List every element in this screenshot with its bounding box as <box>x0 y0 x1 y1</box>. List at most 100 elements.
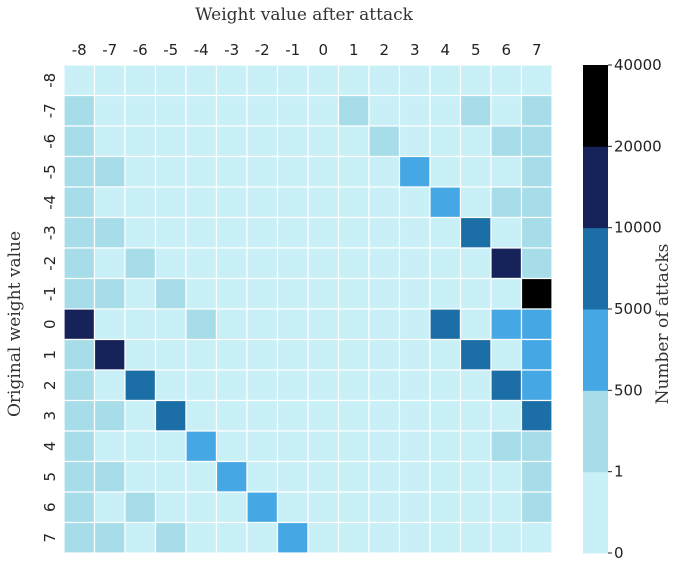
heatmap-cell <box>307 308 340 341</box>
heatmap-cell <box>337 369 370 402</box>
heatmap-cell <box>307 216 340 249</box>
heatmap-cell <box>124 338 157 371</box>
heatmap-cell <box>490 64 523 97</box>
heatmap-cell <box>246 186 279 219</box>
heatmap-cell <box>124 94 157 127</box>
heatmap-cell <box>337 155 370 188</box>
heatmap-cell <box>490 216 523 249</box>
heatmap-cell <box>398 247 431 280</box>
heatmap-cell <box>246 94 279 127</box>
heatmap-cell <box>246 338 279 371</box>
heatmap-cell <box>276 460 309 493</box>
heatmap-cell <box>490 125 523 158</box>
y-tick-label: -7 <box>41 103 59 118</box>
colorbar-band <box>583 309 608 391</box>
heatmap-cell <box>490 308 523 341</box>
heatmap-cell <box>63 155 96 188</box>
heatmap-cell <box>246 216 279 249</box>
heatmap-cell <box>215 521 248 554</box>
heatmap-cell <box>337 430 370 463</box>
heatmap-cell <box>429 338 462 371</box>
heatmap-cell <box>93 308 126 341</box>
heatmap-cell <box>63 399 96 432</box>
x-tick-label: 6 <box>501 41 511 59</box>
y-tick-labels: -8 -7 -6 -5 -4 -3 -2 -1 0 1 2 3 4 5 6 7 <box>41 73 59 543</box>
heatmap-cell <box>398 460 431 493</box>
heatmap-cell <box>337 186 370 219</box>
heatmap-cell <box>337 491 370 524</box>
heatmap-cell <box>246 430 279 463</box>
heatmap-cell <box>124 430 157 463</box>
heatmap-cell <box>429 186 462 219</box>
heatmap-cell <box>215 94 248 127</box>
heatmap-cell <box>398 64 431 97</box>
heatmap-cell <box>520 94 553 127</box>
heatmap-cell <box>368 399 401 432</box>
colorbar-tick-label: 1 <box>614 463 624 481</box>
heatmap-cell <box>93 64 126 97</box>
colorbar-tick-label: 40000 <box>614 56 662 74</box>
heatmap-cell <box>63 460 96 493</box>
colorbar-tick-label: 5000 <box>614 300 652 318</box>
heatmap-cell <box>124 186 157 219</box>
heatmap-cell <box>93 186 126 219</box>
heatmap-cell <box>429 125 462 158</box>
y-tick-label: 2 <box>41 380 59 390</box>
y-axis-title: Original weight value <box>5 231 25 417</box>
heatmap-cell <box>93 369 126 402</box>
heatmap-cell <box>154 369 187 402</box>
heatmap-cell <box>307 338 340 371</box>
heatmap-cell <box>276 491 309 524</box>
heatmap-cell <box>398 338 431 371</box>
heatmap-cell <box>154 186 187 219</box>
heatmap-cell <box>93 460 126 493</box>
heatmap-cell <box>215 277 248 310</box>
heatmap-cell <box>246 491 279 524</box>
colorbar-tick-label: 0 <box>614 544 624 561</box>
heatmap-cell <box>429 216 462 249</box>
x-tick-label: 3 <box>410 41 420 59</box>
x-tick-label: -1 <box>285 41 300 59</box>
heatmap-cell <box>154 399 187 432</box>
heatmap-cell <box>520 430 553 463</box>
heatmap-cell <box>276 64 309 97</box>
heatmap-cell <box>154 430 187 463</box>
heatmap-cell <box>124 369 157 402</box>
colorbar-tick-label: 10000 <box>614 219 662 237</box>
heatmap-cell <box>63 430 96 463</box>
colorbar-band <box>583 471 608 554</box>
heatmap-cell <box>368 247 401 280</box>
heatmap-cell <box>246 521 279 554</box>
heatmap-cell <box>337 399 370 432</box>
heatmap-cell <box>185 216 218 249</box>
heatmap-cell <box>307 369 340 402</box>
x-tick-label: -3 <box>224 41 239 59</box>
heatmap-cell <box>307 186 340 219</box>
heatmap-cell <box>368 430 401 463</box>
heatmap-cell <box>307 247 340 280</box>
heatmap-cell <box>520 247 553 280</box>
heatmap-cell <box>215 491 248 524</box>
heatmap-cell <box>215 460 248 493</box>
heatmap-cell <box>276 399 309 432</box>
heatmap-cell <box>368 491 401 524</box>
heatmap-cell <box>368 277 401 310</box>
colorbar-tick-label: 500 <box>614 381 643 399</box>
heatmap-cell <box>368 125 401 158</box>
y-tick-label: 7 <box>41 533 59 543</box>
heatmap-cell <box>459 186 492 219</box>
heatmap-cell <box>520 491 553 524</box>
heatmap-cell <box>490 247 523 280</box>
heatmap-cell <box>337 216 370 249</box>
heatmap-cell <box>63 186 96 219</box>
x-tick-labels: -8 -7 -6 -5 -4 -3 -2 -1 0 1 2 3 4 5 6 7 <box>72 41 542 59</box>
heatmap-cell <box>398 491 431 524</box>
heatmap-cell <box>246 277 279 310</box>
colorbar-band <box>583 146 608 229</box>
heatmap-cell <box>276 94 309 127</box>
heatmap-cell <box>459 491 492 524</box>
y-tick-label: -1 <box>41 286 59 301</box>
heatmap-cell <box>490 399 523 432</box>
heatmap-cell <box>63 521 96 554</box>
heatmap-cell <box>185 125 218 158</box>
